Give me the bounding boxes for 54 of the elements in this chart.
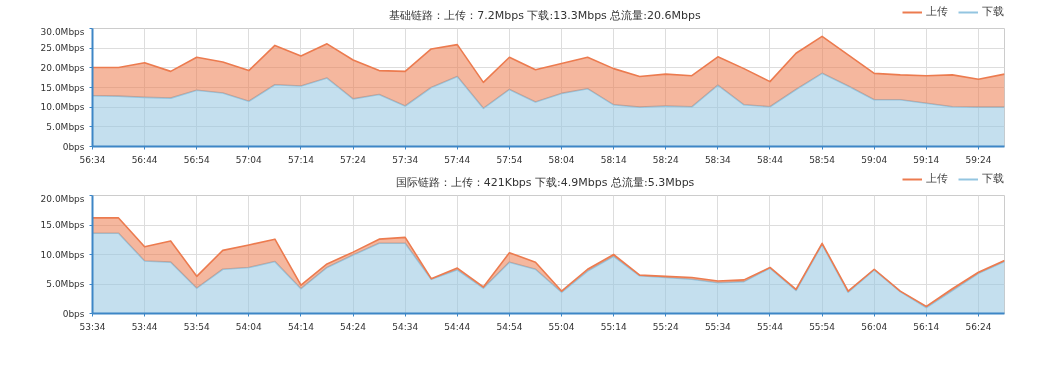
y-tick-label: 15.0Mbps <box>40 82 85 93</box>
legend-label: 上传 <box>926 171 948 186</box>
x-tick-label: 56:54 <box>183 154 210 165</box>
x-tick-label: 53:34 <box>79 321 106 332</box>
x-tick-label: 58:04 <box>548 154 575 165</box>
x-tick-label: 56:04 <box>861 321 888 332</box>
x-tick-label: 54:44 <box>444 321 471 332</box>
x-tick-label: 57:04 <box>235 154 263 165</box>
x-tick-label: 58:54 <box>809 154 836 165</box>
x-tick-label: 56:14 <box>913 321 940 332</box>
y-tick-label: 10.0Mbps <box>40 102 85 113</box>
x-tick-label: 55:44 <box>757 321 784 332</box>
x-tick-label: 59:14 <box>913 154 940 165</box>
y-tick-label: 0bps <box>62 308 85 319</box>
y-tick-label: 20.0Mbps <box>40 62 85 73</box>
x-tick-label: 56:44 <box>131 154 158 165</box>
x-tick-label: 54:34 <box>392 321 419 332</box>
x-tick-label: 57:54 <box>496 154 523 165</box>
y-tick-label: 10.0Mbps <box>40 249 85 260</box>
chart-title: 基础链路：上传：7.2Mbps 下载:13.3Mbps 总流量:20.6Mbps <box>389 9 701 22</box>
x-tick-label: 58:34 <box>704 154 732 165</box>
x-tick-label: 58:14 <box>600 154 627 165</box>
legend-label: 上传 <box>926 4 948 19</box>
x-tick-label: 56:24 <box>965 321 992 332</box>
x-tick-label: 58:44 <box>757 154 784 165</box>
x-tick-label: 57:24 <box>340 154 367 165</box>
x-tick-label: 55:04 <box>548 321 575 332</box>
y-tick-label: 30.0Mbps <box>40 26 85 37</box>
x-tick-label: 54:14 <box>287 321 315 332</box>
x-tick-label: 57:14 <box>287 154 315 165</box>
y-tick-label: 25.0Mbps <box>40 43 85 54</box>
y-tick-label: 0bps <box>62 141 85 152</box>
x-tick-label: 57:44 <box>444 154 471 165</box>
x-tick-label: 55:14 <box>600 321 627 332</box>
x-tick-label: 56:34 <box>79 154 106 165</box>
x-tick-label: 54:04 <box>235 321 263 332</box>
legend-label: 下载 <box>982 171 1004 186</box>
x-tick-label: 57:34 <box>392 154 419 165</box>
x-tick-label: 59:24 <box>965 154 992 165</box>
y-tick-label: 15.0Mbps <box>40 220 85 230</box>
y-tick-label: 5.0Mbps <box>46 279 85 289</box>
x-tick-label: 53:54 <box>183 321 210 332</box>
x-tick-label: 55:54 <box>809 321 836 332</box>
x-tick-label: 53:44 <box>131 321 158 332</box>
y-tick-label: 20.0Mbps <box>40 193 85 204</box>
chart-title: 国际链路：上传：421Kbps 下载:4.9Mbps 总流量:5.3Mbps <box>395 176 695 189</box>
x-tick-label: 59:04 <box>861 154 888 165</box>
x-tick-label: 55:34 <box>704 321 732 332</box>
x-tick-label: 55:24 <box>652 321 679 332</box>
x-tick-label: 54:24 <box>340 321 367 332</box>
x-tick-label: 58:24 <box>652 154 679 165</box>
y-tick-label: 5.0Mbps <box>46 121 85 132</box>
legend-label: 下载 <box>982 4 1004 19</box>
x-tick-label: 54:54 <box>496 321 523 332</box>
